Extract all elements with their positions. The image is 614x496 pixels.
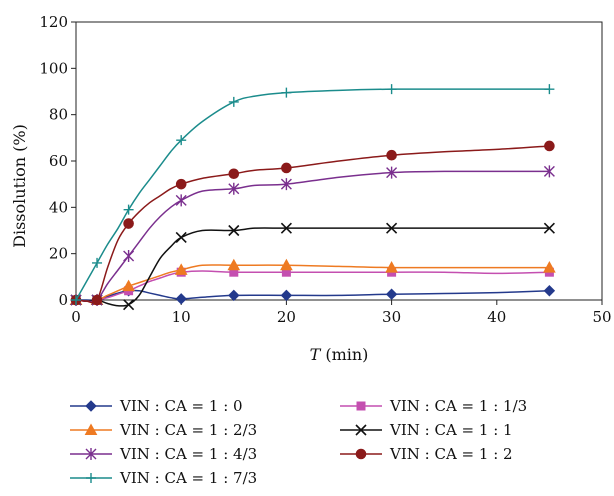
series-5	[70, 140, 555, 306]
data-point-2-2	[122, 279, 135, 292]
legend-entry-5: VIN : CA = 1 : 2	[340, 445, 513, 463]
series-line-3	[75, 227, 550, 307]
legend-marker-0	[85, 400, 97, 412]
legend-entry-1: VIN : CA = 1 : 1/3	[340, 397, 527, 415]
legend-marker-3	[355, 424, 367, 436]
data-point-3-6	[386, 222, 398, 234]
legend-label-4: VIN : CA = 1 : 4/3	[119, 445, 257, 463]
y-tick-label-2: 40	[49, 198, 68, 216]
legend-label-3: VIN : CA = 1 : 1	[389, 421, 513, 439]
series-6	[71, 84, 555, 305]
data-point-0-3	[175, 293, 187, 305]
legend-label-1: VIN : CA = 1 : 1/3	[389, 397, 527, 415]
legend-marker-2	[84, 423, 98, 435]
data-point-3-2	[123, 299, 135, 311]
series-line-4	[75, 170, 550, 303]
x-tick-label-3: 30	[382, 308, 401, 326]
legend-marker-6	[86, 473, 96, 483]
legend-entry-6: VIN : CA = 1 : 7/3	[70, 469, 257, 487]
y-tick-label-6: 120	[39, 13, 68, 31]
x-tick-label-2: 20	[277, 308, 296, 326]
plot-area	[69, 84, 556, 311]
data-point-2-3	[174, 263, 188, 275]
y-tick-label-4: 80	[49, 106, 68, 124]
y-tick-label-0: 0	[58, 291, 68, 309]
x-tick-label-5: 50	[592, 308, 611, 326]
data-point-6-1	[92, 257, 103, 268]
legend-entry-3: VIN : CA = 1 : 1	[340, 421, 513, 439]
data-point-4-3	[175, 194, 187, 207]
data-point-5-5	[281, 162, 292, 174]
legend-marker-1	[356, 401, 366, 411]
data-point-6-6	[386, 84, 397, 95]
data-point-6-4	[228, 96, 239, 107]
x-axis-label: T (min)	[310, 345, 369, 364]
data-point-5-7	[544, 140, 555, 152]
data-point-5-6	[386, 149, 397, 161]
data-point-3-7	[543, 222, 555, 234]
y-tick-label-5: 100	[39, 59, 68, 77]
x-tick-label-0: 0	[71, 308, 81, 326]
x-axis-label-unit: (min)	[320, 345, 368, 364]
y-axis-label: Dissolution (%)	[10, 124, 29, 248]
legend-label-0: VIN : CA = 1 : 0	[119, 397, 243, 415]
legend: VIN : CA = 1 : 0 VIN : CA = 1 : 1/3 VIN : …	[70, 397, 527, 487]
legend-label-5: VIN : CA = 1 : 2	[389, 445, 513, 463]
legend-marker-5	[355, 448, 367, 460]
data-point-6-2	[123, 204, 134, 215]
data-point-4-2	[123, 249, 135, 262]
data-point-2-4	[227, 258, 241, 271]
data-point-5-1	[91, 294, 103, 306]
data-point-0-7	[543, 285, 556, 297]
axes: 0 20 40 60 80 100 120 0 10 20 30 40 50	[39, 13, 611, 326]
data-point-4-6	[386, 166, 398, 179]
y-tick-label-1: 20	[49, 245, 68, 263]
legend-label-2: VIN : CA = 1 : 2/3	[119, 421, 257, 439]
data-point-3-5	[280, 222, 292, 234]
data-point-4-5	[280, 178, 292, 191]
data-point-5-3	[175, 178, 187, 190]
data-point-0-5	[280, 289, 293, 302]
series-line-1	[75, 270, 550, 302]
data-point-6-0	[71, 295, 81, 305]
data-point-6-3	[176, 135, 187, 146]
legend-marker-4	[85, 448, 97, 460]
data-point-6-5	[281, 87, 292, 98]
data-point-0-4	[228, 289, 240, 302]
data-point-4-4	[228, 182, 240, 195]
data-point-6-7	[544, 84, 555, 95]
legend-entry-0: VIN : CA = 1 : 0	[70, 397, 243, 415]
data-point-0-6	[385, 288, 398, 300]
legend-entry-2: VIN : CA = 1 : 2/3	[70, 421, 257, 439]
legend-entry-4: VIN : CA = 1 : 4/3	[70, 445, 257, 463]
series-line-6	[75, 88, 550, 301]
x-axis-label-var: T	[310, 345, 322, 364]
data-point-5-4	[228, 168, 240, 180]
data-point-2-7	[543, 261, 556, 273]
data-point-3-4	[228, 224, 240, 237]
x-tick-label-4: 40	[487, 308, 506, 326]
series-line-0	[75, 289, 550, 302]
data-point-4-7	[543, 165, 555, 178]
data-point-2-6	[385, 261, 398, 273]
legend-label-6: VIN : CA = 1 : 7/3	[119, 469, 257, 487]
data-point-3-3	[175, 231, 187, 244]
y-tick-label-3: 60	[49, 152, 68, 170]
data-point-5-2	[123, 218, 134, 229]
x-tick-label-1: 10	[172, 308, 191, 326]
data-point-2-5	[280, 258, 293, 271]
series-2	[69, 258, 556, 305]
